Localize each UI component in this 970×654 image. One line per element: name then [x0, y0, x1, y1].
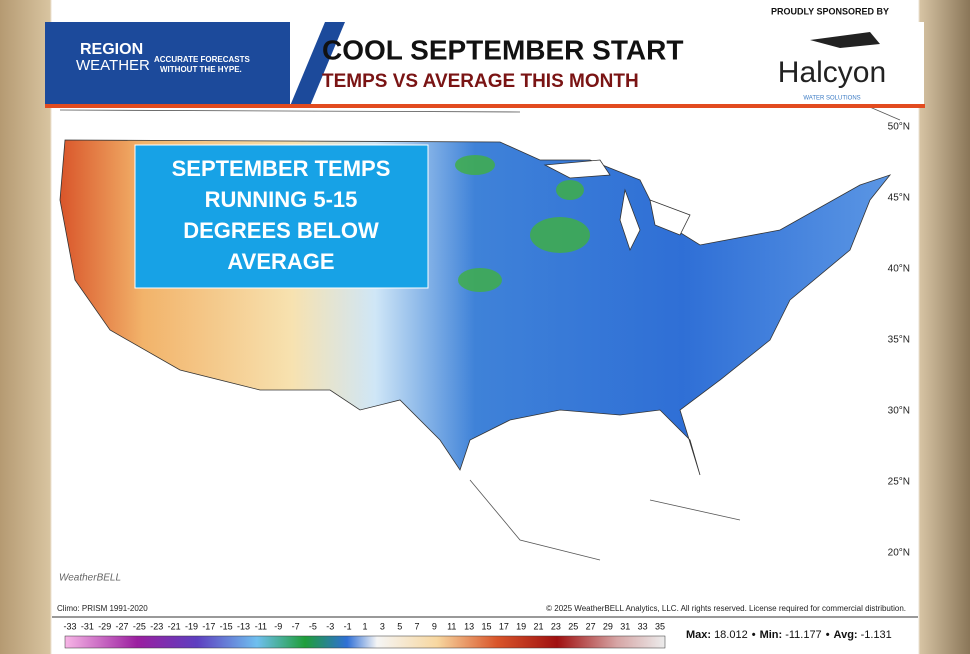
color-bar [64, 635, 666, 649]
tagline: ACCURATE FORECASTS [154, 55, 251, 64]
legend-tick: -3 [326, 621, 334, 631]
header-rule [45, 104, 925, 108]
latitude-label: 45°N [888, 193, 910, 204]
legend-tick: -13 [237, 621, 250, 631]
callout-line: SEPTEMBER TEMPS [172, 156, 391, 181]
legend-tick: 13 [464, 621, 474, 631]
logo: WEATHER [76, 57, 150, 74]
callout-box [134, 144, 429, 289]
sponsor-name: Halcyon [778, 56, 886, 89]
stats: Max: 18.012 • Min: -11.177 • Avg: -1.131 [686, 629, 892, 641]
legend-tick: 17 [499, 621, 509, 631]
legend-tick: -33 [63, 621, 76, 631]
sponsor-icon [810, 32, 880, 48]
legend-tick: -9 [274, 621, 282, 631]
stat-label: Min: [760, 629, 783, 641]
legend-tick: -15 [220, 621, 233, 631]
latitude-label: 50°N [888, 122, 910, 133]
legend-tick: 9 [432, 621, 437, 631]
legend-tick: 3 [380, 621, 385, 631]
legend-ticks: -33 -31 -29 -27 -25 -23 -21 -19 -17 -15 -13 -11 -9 -7… [63, 621, 665, 631]
legend-tick: -11 [255, 621, 267, 631]
legend-tick: 35 [655, 621, 665, 631]
title: COOL SEPTEMBER START [322, 34, 683, 65]
header-band [290, 22, 924, 106]
climo: Climo: PRISM 1991-2020 [57, 604, 148, 613]
logo-band [45, 22, 325, 106]
latitude-label: 30°N [888, 406, 910, 417]
legend-tick: 31 [620, 621, 630, 631]
map [59, 29, 901, 561]
subtitle: TEMPS VS AVERAGE THIS MONTH [322, 71, 639, 92]
tagline: WITHOUT THE HYPE. [160, 65, 242, 74]
legend-tick: 29 [603, 621, 613, 631]
latitude-label: 20°N [888, 548, 910, 559]
sponsor-tagline: WATER SOLUTIONS [803, 96, 860, 102]
great-lakes [543, 159, 691, 252]
copyright: © 2025 WeatherBELL Analytics, LLC. All r… [546, 604, 906, 613]
callout-line: AVERAGE [227, 249, 334, 274]
legend-tick: -19 [185, 621, 198, 631]
legend-tick: 15 [481, 621, 491, 631]
legend-tick: -23 [150, 621, 163, 631]
legend-tick: -5 [309, 621, 317, 631]
green-patches [455, 155, 590, 292]
latitude-label: 25°N [888, 477, 910, 488]
legend-tick: -7 [292, 621, 300, 631]
stats-separator: • [752, 629, 756, 641]
legend-tick: 7 [415, 621, 420, 631]
legend-tick: -21 [168, 621, 181, 631]
stat-value: 18.012 [714, 629, 748, 641]
legend-tick: 21 [534, 621, 544, 631]
latitude-label: 40°N [888, 264, 910, 275]
legend-tick: -27 [116, 621, 129, 631]
callout: SEPTEMBER TEMPS RUNNING 5-15 DEGREES BELOW… [172, 156, 391, 274]
logo: REGION [80, 41, 143, 58]
latitude-label: 35°N [888, 335, 910, 346]
legend-tick: 19 [516, 621, 526, 631]
stat-value: -11.177 [785, 629, 822, 641]
legend-tick: -17 [202, 621, 215, 631]
legend-tick: 1 [362, 621, 367, 631]
legend-tick: 23 [551, 621, 561, 631]
stat-label: Max: [686, 629, 711, 641]
stat-label: Avg: [834, 629, 858, 641]
callout-line: RUNNING 5-15 [205, 187, 358, 212]
legend-tick: 27 [586, 621, 596, 631]
stats-separator: • [826, 629, 830, 641]
legend-tick: 11 [447, 621, 456, 631]
logo-edge [290, 22, 345, 106]
stat-value: -1.131 [861, 629, 892, 641]
callout-line: DEGREES BELOW [183, 218, 379, 243]
legend-tick: 25 [568, 621, 578, 631]
sponsor-label: PROUDLY SPONSORED BY [771, 6, 889, 16]
legend-tick: 5 [397, 621, 402, 631]
legend-tick: -31 [81, 621, 94, 631]
latitude-labels: 50°N 45°N 40°N 35°N 30°N 25°N 20°N [888, 122, 910, 559]
legend-tick: -29 [98, 621, 111, 631]
watermark: WeatherBELL [59, 573, 121, 584]
legend-tick: -25 [133, 621, 146, 631]
legend-tick: -1 [344, 621, 352, 631]
legend-tick: 33 [638, 621, 648, 631]
